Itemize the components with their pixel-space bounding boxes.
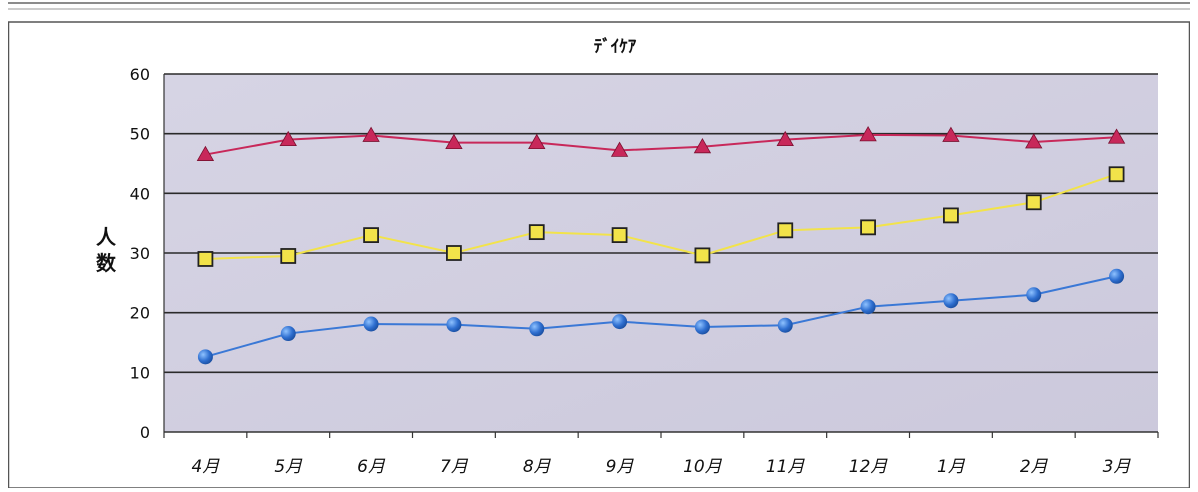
y-axis-label-line2: 数 — [96, 251, 117, 275]
triangle-marker — [1107, 128, 1126, 144]
square-marker — [611, 227, 628, 244]
y-tick-label: 0 — [140, 423, 150, 442]
circle-marker — [694, 319, 710, 335]
series-line-2 — [205, 173, 1117, 260]
x-tick-label: 8月 — [523, 457, 552, 477]
square-marker — [1108, 166, 1125, 183]
circle-marker — [363, 316, 379, 332]
circle-marker — [777, 317, 793, 333]
square-marker — [943, 207, 959, 224]
square-marker — [280, 248, 297, 264]
x-tick-label: 11月 — [766, 457, 806, 477]
x-tick-label: 5月 — [274, 457, 303, 477]
x-tick-label: 12月 — [849, 457, 889, 477]
triangle-marker — [776, 130, 794, 147]
x-tick-label: 3月 — [1103, 457, 1132, 477]
square-marker — [446, 245, 462, 261]
series-group — [196, 126, 1126, 365]
x-tick-labels: 4月 5月 6月 7月 8月 9月 10月 11月 12月 1月 2月 3月 — [192, 457, 1132, 477]
series-line-1 — [205, 133, 1117, 156]
square-marker — [363, 227, 379, 244]
triangle-marker — [528, 133, 546, 150]
triangle-marker — [1025, 133, 1043, 149]
circle-marker — [197, 349, 213, 365]
triangle-marker — [693, 137, 712, 154]
triangle-marker — [942, 126, 960, 142]
y-axis-label-line1: 人 — [96, 225, 117, 249]
triangle-marker — [859, 126, 877, 142]
chart-title: ﾃﾞｲｹｱ — [594, 36, 637, 57]
x-tick-label: 10月 — [683, 457, 723, 477]
y-tick-labels: 0 10 20 30 40 50 60 — [130, 65, 150, 442]
circle-marker — [860, 299, 876, 315]
series-line-3 — [205, 275, 1117, 358]
x-tick-label: 2月 — [1020, 457, 1049, 477]
square-marker — [777, 222, 794, 239]
triangle-marker — [279, 130, 297, 147]
x-tick-label: 1月 — [937, 457, 966, 477]
triangle-marker — [610, 141, 629, 157]
circle-marker — [943, 293, 959, 309]
square-marker — [694, 247, 711, 264]
gridlines — [163, 73, 1159, 438]
circle-marker — [529, 321, 545, 337]
triangle-marker — [445, 133, 463, 150]
line-chart: ﾃﾞｲｹｱ 人 数 0 10 20 30 40 50 60 4月 5月 6月 7月 8月 9月 10月 1… — [7, 2, 1191, 489]
circle-marker — [1026, 287, 1042, 303]
x-tick-label: 9月 — [606, 457, 635, 477]
chart-frame: ﾃﾞｲｹｱ 人 数 0 10 20 30 40 50 60 4月 5月 6月 7月 8月 9月 10月 1… — [7, 0, 1191, 489]
y-tick-label: 40 — [130, 184, 150, 203]
square-marker — [860, 219, 876, 236]
y-tick-label: 30 — [130, 244, 150, 263]
x-tick-label: 4月 — [192, 457, 221, 477]
x-tick-label: 7月 — [440, 457, 469, 477]
square-marker — [197, 251, 214, 267]
y-tick-label: 60 — [130, 65, 150, 84]
y-tick-label: 20 — [130, 304, 150, 323]
y-tick-label: 50 — [130, 125, 150, 144]
triangle-marker — [362, 126, 380, 142]
square-marker — [1025, 194, 1042, 211]
triangle-marker — [196, 145, 215, 161]
circle-marker — [280, 326, 296, 342]
y-tick-label: 10 — [130, 363, 150, 382]
circle-marker — [446, 317, 462, 333]
circle-marker — [612, 314, 628, 330]
x-tick-label: 6月 — [357, 457, 386, 477]
circle-marker — [1109, 268, 1125, 284]
square-marker — [528, 224, 545, 241]
